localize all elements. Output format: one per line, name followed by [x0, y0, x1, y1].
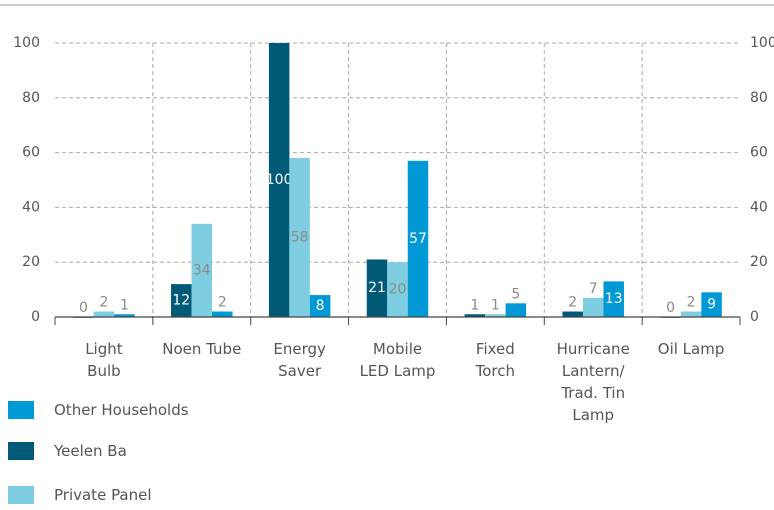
bar — [407, 160, 429, 317]
bar — [485, 314, 506, 317]
bar — [191, 223, 213, 317]
y-tick-label: 80 — [22, 90, 40, 106]
bar — [93, 311, 115, 317]
legend-label: Private Panel — [54, 486, 152, 504]
bar — [171, 284, 192, 317]
value-label: 7 — [589, 281, 598, 297]
bar — [212, 311, 233, 317]
y2-tick-label: 60 — [750, 145, 768, 161]
value-label: 9 — [707, 297, 716, 313]
bar — [268, 43, 290, 317]
legend-swatch — [8, 401, 34, 419]
y-tick-label: 20 — [22, 254, 40, 270]
y-tick-label: 40 — [22, 199, 40, 215]
value-label: 1 — [491, 297, 500, 313]
y2-tick-label: 80 — [750, 90, 768, 106]
value-label: 12 — [172, 293, 190, 309]
bar — [603, 281, 624, 317]
bar — [309, 295, 331, 317]
x-tick-label: Noen Tube — [162, 340, 242, 358]
y2-tick-label: 40 — [750, 199, 768, 215]
value-label: 34 — [193, 262, 211, 278]
bar — [680, 311, 702, 317]
legend-label: Other Households — [54, 401, 189, 419]
value-label: 57 — [409, 231, 427, 247]
legend-label: Yeelen Ba — [54, 442, 127, 460]
y2-tick-label: 20 — [750, 254, 768, 270]
legend-swatch — [8, 486, 34, 504]
y2-tick-label: 100 — [750, 35, 774, 51]
y-tick-label: 60 — [22, 145, 40, 161]
bar — [464, 314, 486, 317]
value-label: 13 — [605, 291, 623, 307]
value-label: 58 — [291, 230, 309, 246]
bar — [505, 303, 527, 317]
value-label: 0 — [666, 300, 675, 316]
value-label: 0 — [79, 300, 88, 316]
bar — [387, 262, 408, 317]
bar — [114, 314, 135, 317]
bar — [289, 158, 310, 317]
value-label: 8 — [316, 298, 325, 314]
y-tick-label: 0 — [31, 309, 40, 325]
x-tick-label: Fixed Torch — [475, 340, 516, 380]
y2-tick-label: 0 — [750, 309, 759, 325]
legend-swatch — [8, 442, 34, 460]
value-label: 2 — [687, 295, 696, 311]
x-tick-label: Mobile LED Lamp — [359, 340, 436, 380]
x-tick-label: Energy Saver — [273, 340, 326, 380]
bar — [366, 259, 388, 317]
value-label: 21 — [368, 280, 386, 296]
value-label: 20 — [389, 282, 407, 298]
value-label: 1 — [470, 297, 479, 313]
x-tick-label: Hurricane Lantern/ Trad. Tin Lamp — [556, 340, 630, 424]
value-label: 5 — [511, 286, 520, 302]
value-label: 2 — [568, 295, 577, 311]
value-label: 100 — [266, 172, 293, 188]
y-tick-label: 100 — [13, 35, 40, 51]
x-tick-label: Oil Lamp — [657, 340, 725, 358]
value-label: 2 — [218, 295, 227, 311]
bar — [582, 297, 604, 317]
bar — [562, 311, 583, 317]
value-label: 2 — [99, 295, 108, 311]
value-label: 1 — [120, 297, 129, 313]
bar — [701, 292, 722, 317]
x-tick-label: Light Bulb — [85, 340, 123, 380]
